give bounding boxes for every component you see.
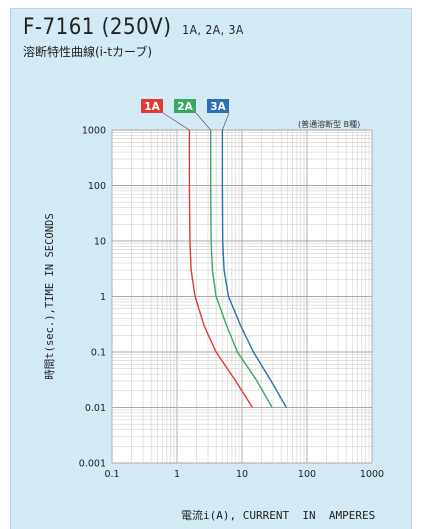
- legend-leader-line: [162, 112, 190, 131]
- chart-title: F-7161 (250V) 1A, 2A, 3A: [23, 15, 244, 40]
- legend-leader-line: [222, 112, 230, 131]
- fuse-type-note: (普通溶断型 B種): [298, 120, 361, 129]
- fusing-characteristic-chart: 0.001 0.01 0.1 1 10 100 1000 0.1 1 10 100 1000 時間t(s…: [44, 99, 384, 480]
- y-tick-label: 1: [100, 292, 106, 303]
- x-tick-label: 1000: [360, 469, 384, 480]
- current-ratings: 1A, 2A, 3A: [182, 23, 244, 37]
- legend-swatch-2A: [174, 99, 196, 113]
- y-tick-label: 0.001: [79, 459, 106, 470]
- x-tick-label: 1: [174, 469, 180, 480]
- y-tick-label: 0.01: [85, 403, 106, 414]
- model-name: F-7161 (250V): [23, 15, 172, 40]
- y-tick-label: 100: [88, 181, 106, 192]
- legend-swatch-1A: [141, 99, 163, 113]
- series-line-1A: [188, 130, 254, 408]
- legend-label-1A: 1A: [144, 101, 160, 113]
- y-tick-label: 1000: [82, 126, 106, 137]
- chart-panel: F-7161 (250V) 1A, 2A, 3A 溶断特性曲線(i-tカーブ) …: [10, 8, 412, 529]
- legend-leader-line: [195, 112, 211, 131]
- legend-swatch-3A: [207, 99, 229, 113]
- series-line-3A: [221, 130, 287, 408]
- y-tick-label: 10: [94, 237, 106, 248]
- legend-label-3A: 3A: [210, 101, 226, 113]
- series-line-2A: [210, 130, 273, 408]
- y-tick-label: 0.1: [91, 348, 106, 359]
- chart-subtitle: 溶断特性曲線(i-tカーブ): [23, 45, 153, 59]
- x-tick-label: 100: [298, 469, 316, 480]
- x-tick-label: 10: [236, 469, 248, 480]
- legend-label-2A: 2A: [177, 101, 193, 113]
- x-tick-label: 0.1: [104, 469, 119, 480]
- y-axis-label: 時間t(sec.),TIME IN SECONDS: [44, 213, 56, 379]
- x-axis-label: 電流i(A), CURRENT IN AMPERES: [181, 509, 376, 522]
